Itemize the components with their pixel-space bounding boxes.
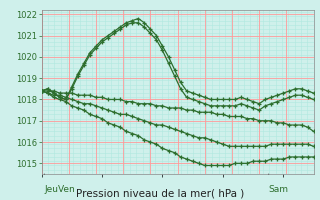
Text: Sam: Sam — [269, 185, 289, 194]
Text: Pression niveau de la mer( hPa ): Pression niveau de la mer( hPa ) — [76, 188, 244, 198]
Text: JeuVen: JeuVen — [44, 185, 75, 194]
